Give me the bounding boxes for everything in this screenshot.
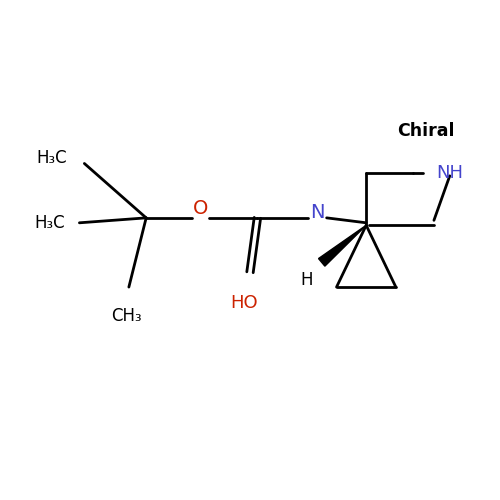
Text: H₃C: H₃C: [36, 148, 67, 166]
Text: O: O: [194, 200, 208, 218]
Polygon shape: [318, 226, 366, 266]
Text: NH: NH: [436, 164, 464, 182]
Text: HO: HO: [230, 294, 258, 312]
Text: H: H: [300, 272, 313, 289]
Text: Chiral: Chiral: [397, 122, 454, 140]
Text: N: N: [310, 204, 325, 223]
Text: CH₃: CH₃: [111, 307, 142, 325]
Text: H₃C: H₃C: [34, 214, 64, 232]
